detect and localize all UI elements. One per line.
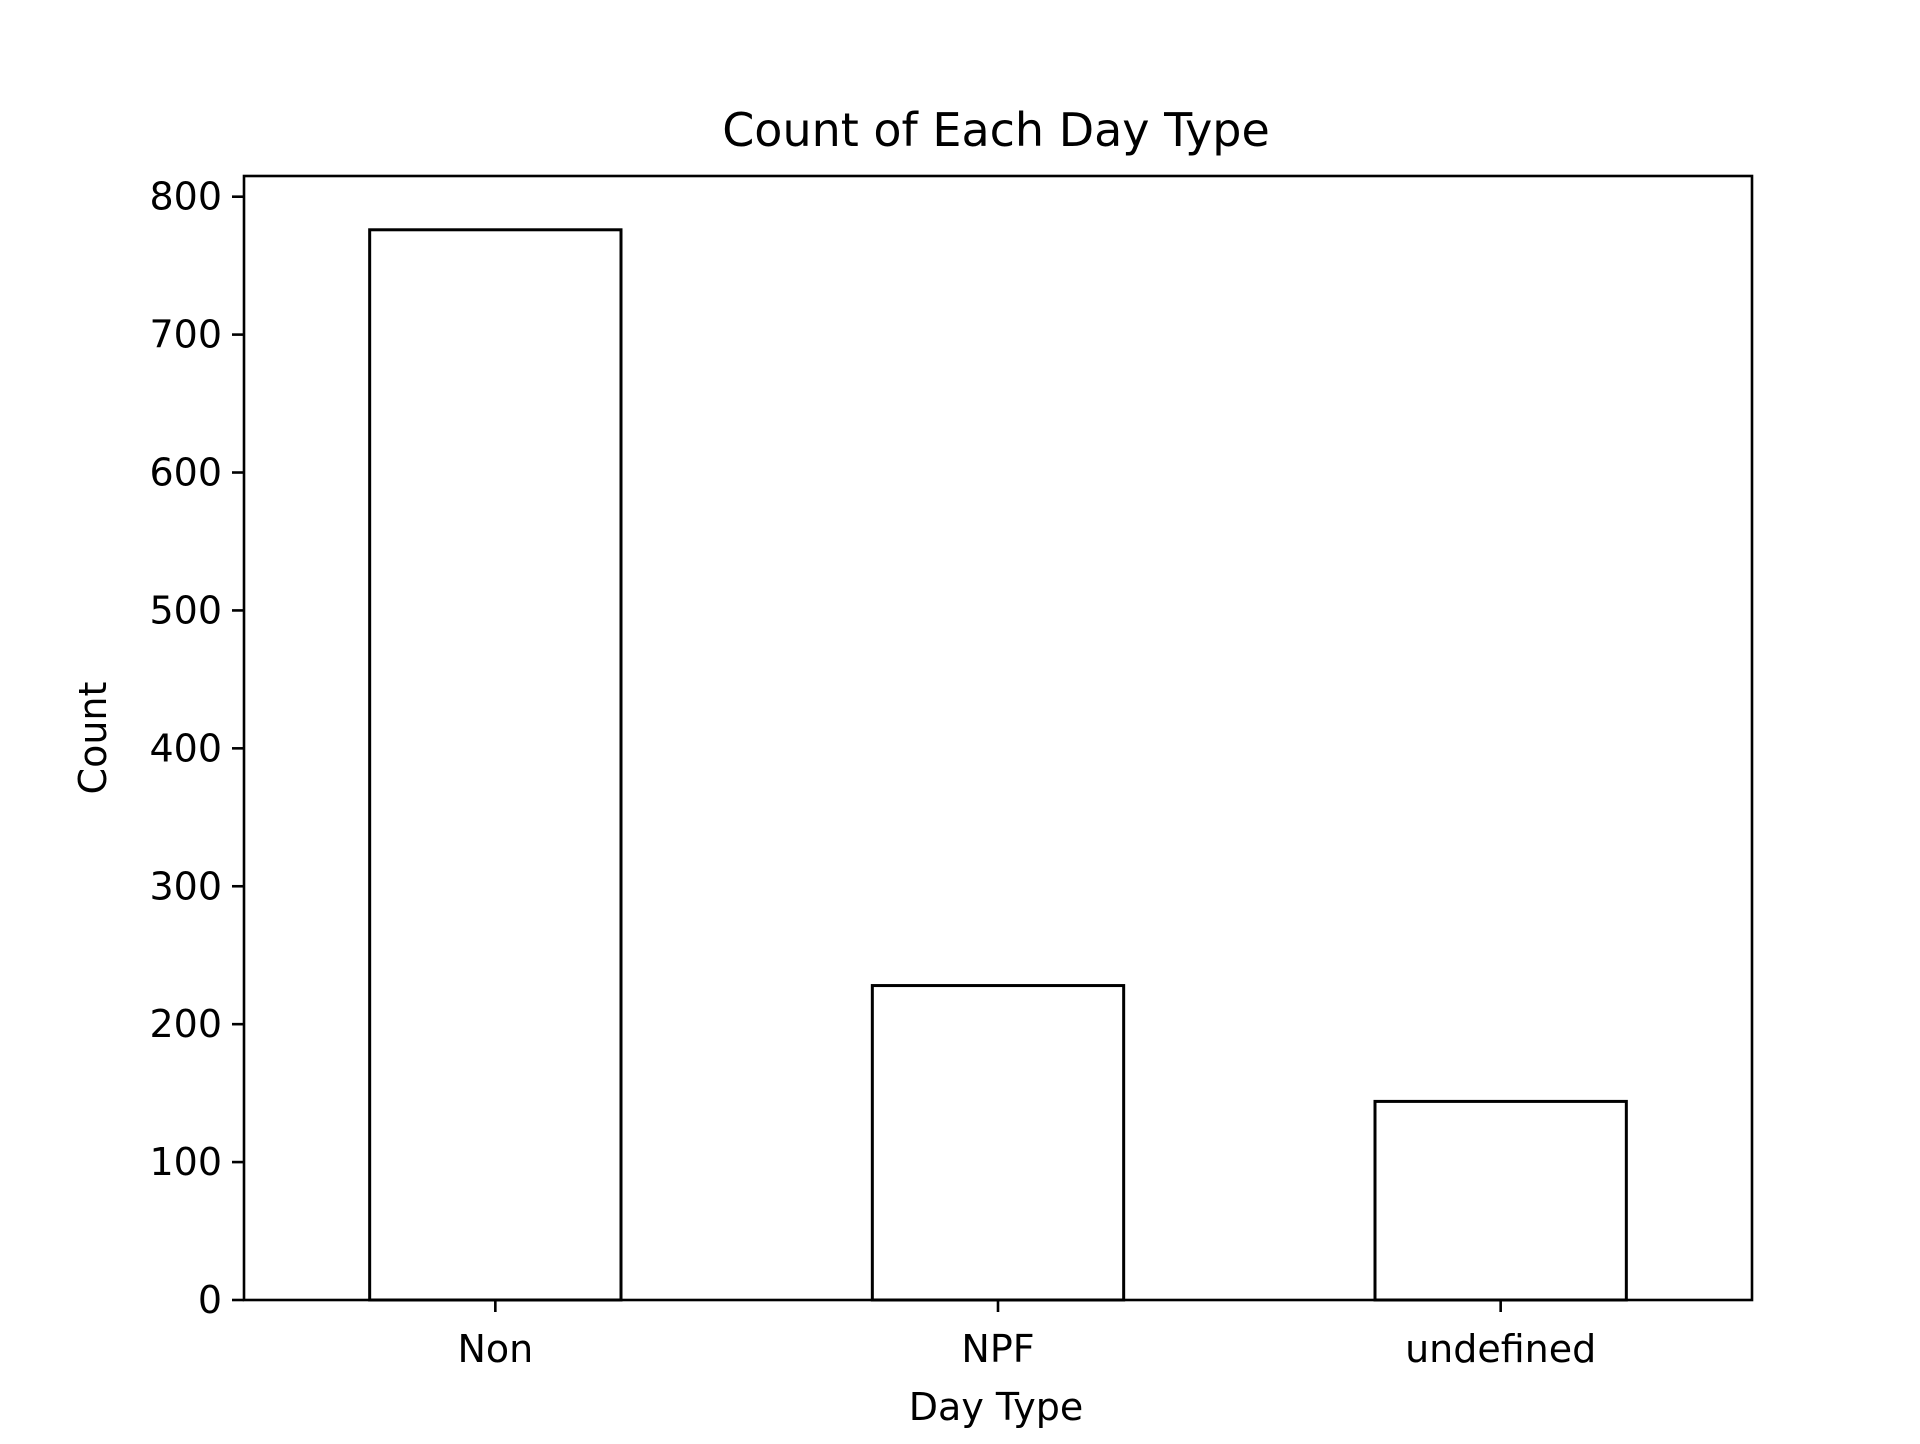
x-axis-label: Day Type: [909, 1385, 1083, 1429]
y-tick-label: 0: [198, 1278, 222, 1322]
y-axis-label: Count: [71, 682, 115, 795]
bars-group: [368, 228, 1628, 1302]
x-tick-label: undefined: [1405, 1327, 1596, 1371]
chart-title: Count of Each Day Type: [722, 103, 1270, 157]
y-axis-ticks: 0 100 200 300 400 500 600 700 800: [149, 175, 244, 1322]
y-tick-label: 400: [149, 726, 222, 770]
x-axis-ticks: Non NPF undefined: [457, 1300, 1596, 1371]
x-tick-label: NPF: [961, 1327, 1034, 1371]
y-tick-label: 200: [149, 1002, 222, 1046]
y-tick-label: 500: [149, 588, 222, 632]
y-tick-label: 700: [149, 313, 222, 357]
bar-non: [368, 228, 623, 1302]
plot-area-frame: [242, 174, 1754, 1302]
bar-npf: [870, 984, 1126, 1302]
x-tick-label: Non: [457, 1327, 533, 1371]
y-tick-label: 600: [149, 451, 222, 495]
y-tick-label: 100: [149, 1140, 222, 1184]
y-tick-label: 800: [149, 175, 222, 219]
bar-undefined: [1373, 1099, 1628, 1302]
y-tick-label: 300: [149, 864, 222, 908]
